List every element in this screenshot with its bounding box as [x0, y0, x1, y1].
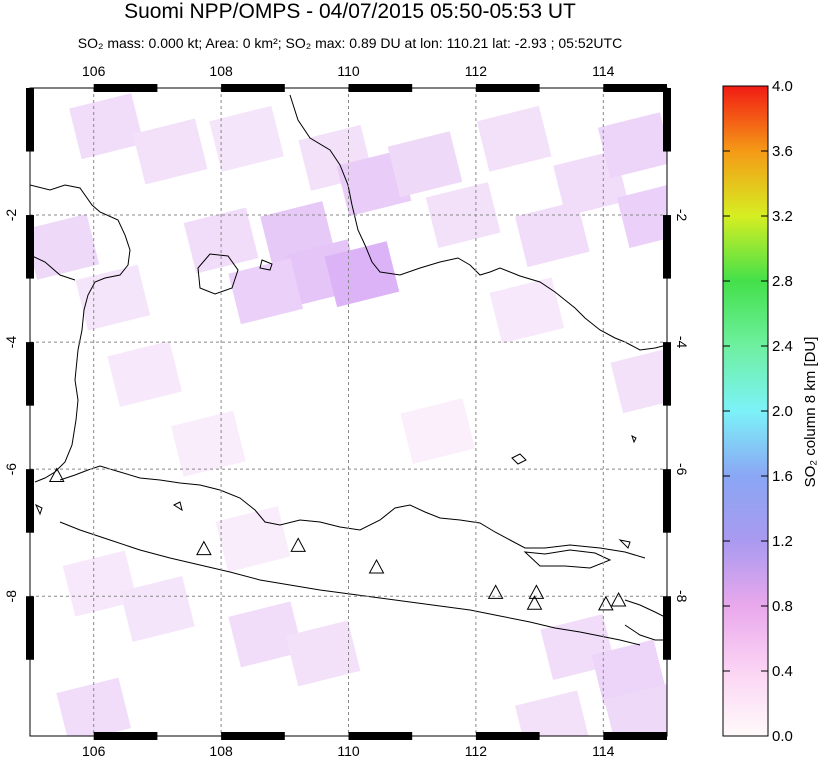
- so2-pixel: [324, 241, 400, 308]
- x-tick-label-top: 112: [465, 63, 488, 79]
- colorbar-label: SO₂ column 8 km [DU]: [802, 337, 819, 488]
- colorbar: 0.0 0.4 0.8 1.2 1.6 2.0 2.4 2.8 3.2 3.6 4.0 SO₂ co…: [722, 78, 819, 745]
- x-tick-label-top: 114: [592, 63, 615, 79]
- volcano-markers: [48, 467, 627, 611]
- frame-bar-right: [663, 88, 671, 152]
- map-frame-bars: [26, 84, 671, 740]
- colorbar-tick-label: 2.8: [772, 273, 793, 290]
- so2-pixel: [228, 258, 304, 325]
- x-tick-label-top: 106: [82, 63, 106, 79]
- frame-bar-right: [663, 469, 671, 533]
- frame-bar-bottom: [221, 732, 285, 740]
- y-tick-label-left: -8: [3, 590, 19, 603]
- so2-pixel: [610, 347, 667, 414]
- so2-pixel: [120, 575, 195, 642]
- so2-pixel: [107, 340, 182, 407]
- frame-bar-bottom: [348, 732, 413, 740]
- volcano-triangle: [528, 584, 545, 599]
- frame-bar-top: [348, 84, 413, 92]
- so2-pixel: [30, 213, 100, 280]
- frame-bar-left: [26, 215, 34, 279]
- so2-pixel: [476, 105, 552, 172]
- frame-bar-right: [663, 596, 671, 660]
- frame-bar-bottom: [475, 732, 540, 740]
- colorbar-ticks: 0.0 0.4 0.8 1.2 1.6 2.0 2.4 2.8 3.2 3.6 4.0: [723, 78, 793, 745]
- y-tick-label-right: -8: [674, 590, 690, 603]
- frame-bar-top: [603, 84, 667, 92]
- so2-pixel: [400, 398, 476, 465]
- x-tick-label-top: 110: [337, 63, 360, 79]
- map-gridlines: [30, 88, 667, 736]
- so2-pixel: [132, 118, 208, 185]
- so2-pixel: [69, 93, 144, 160]
- x-tick-label-bottom: 106: [82, 743, 106, 759]
- volcano-triangle: [487, 584, 504, 599]
- chart-title: Suomi NPP/OMPS - 04/07/2015 05:50-05:53 …: [124, 0, 576, 23]
- frame-bar-top: [93, 84, 158, 92]
- volcano-triangle: [610, 591, 627, 607]
- y-tick-label-right: -2: [674, 209, 690, 222]
- colorbar-tick-label: 0.4: [772, 663, 793, 680]
- volcano-triangle: [48, 467, 65, 483]
- colorbar-tick-label: 2.4: [772, 338, 793, 355]
- colorbar-tick-label: 1.2: [772, 533, 793, 550]
- volcano-triangle: [290, 537, 307, 552]
- frame-bar-top: [221, 84, 285, 92]
- so2-pixel: [56, 677, 132, 736]
- colorbar-tick-label: 3.2: [772, 208, 793, 225]
- so2-pixel: [171, 410, 246, 477]
- so2-pixel: [228, 601, 304, 668]
- so2-pixel: [515, 690, 590, 736]
- colorbar-tick-label: 0.8: [772, 598, 793, 615]
- x-tick-label-bottom: 112: [465, 743, 488, 759]
- so2-pixel: [209, 105, 284, 172]
- so2-pixel: [597, 112, 667, 179]
- x-tick-label-bottom: 108: [209, 743, 233, 759]
- so2-pixel: [489, 277, 565, 344]
- frame-bar-right: [663, 215, 671, 279]
- y-tick-label-right: -4: [674, 336, 690, 349]
- so2-pixel: [285, 620, 361, 687]
- colorbar-gradient: [722, 85, 769, 737]
- x-tick-label-bottom: 110: [337, 743, 360, 759]
- y-tick-label-right: -6: [674, 463, 690, 476]
- map-tick-labels: 106 106 108 108 110 110 112 112 114 114 -2 -2 -4 -4 -6…: [3, 63, 690, 759]
- frame-bar-left: [26, 88, 34, 152]
- colorbar-tick-label: 1.6: [772, 468, 793, 485]
- frame-bar-top: [475, 84, 540, 92]
- colorbar-tick-label: 0.0: [772, 728, 793, 745]
- y-tick-label-left: -4: [3, 336, 19, 349]
- volcano-triangle: [598, 595, 614, 611]
- frame-bar-left: [26, 596, 34, 660]
- volcano-triangle: [368, 558, 385, 574]
- so2-pixel: [75, 264, 151, 331]
- so2-pixel: [62, 550, 138, 617]
- so2-pixel: [515, 201, 590, 268]
- frame-bar-bottom: [93, 732, 158, 740]
- y-tick-label-left: -2: [3, 209, 19, 222]
- colorbar-tick-label: 4.0: [772, 78, 793, 95]
- volcano-triangle: [526, 595, 543, 610]
- y-tick-label-left: -6: [3, 463, 19, 476]
- frame-bar-right: [663, 342, 671, 406]
- so2-pixel: [387, 131, 463, 198]
- x-tick-label-bottom: 114: [592, 743, 615, 759]
- frame-bar-bottom: [603, 732, 667, 740]
- volcano-triangle: [196, 540, 212, 556]
- colorbar-tick-label: 3.6: [772, 143, 793, 160]
- x-tick-label-top: 108: [209, 63, 233, 79]
- frame-bar-left: [26, 469, 34, 533]
- so2-pixel: [215, 506, 291, 573]
- frame-bar-left: [26, 342, 34, 406]
- chart-subtitle: SO₂ mass: 0.000 kt; Area: 0 km²; SO₂ max…: [77, 35, 623, 51]
- colorbar-tick-label: 2.0: [772, 403, 793, 420]
- so2-pixel-layer: [30, 93, 667, 736]
